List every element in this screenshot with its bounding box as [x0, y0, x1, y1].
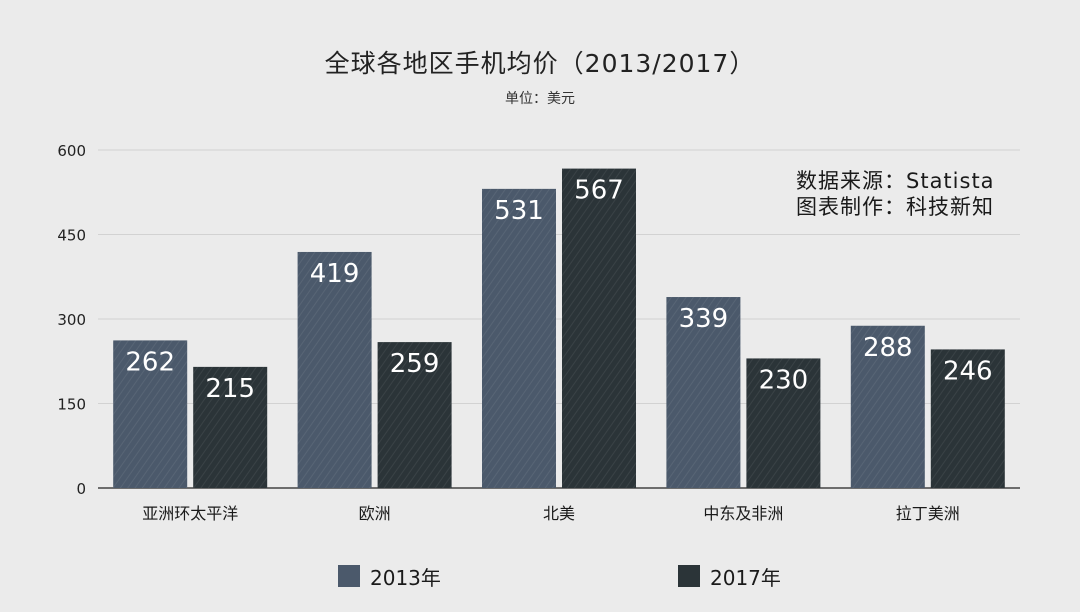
bar-value-label: 288 — [863, 333, 913, 363]
bar-texture — [562, 168, 636, 488]
y-tick-label: 450 — [57, 227, 86, 245]
bar-value-label: 419 — [310, 259, 360, 289]
bar-texture — [377, 342, 452, 488]
chart-title: 全球各地区手机均价（2013/2017） — [324, 49, 756, 78]
labels: 0 150 300 450 600 262 215 亚洲环太平洋 419 259 欧洲 531 567 北… — [57, 142, 992, 523]
x-category-label: 北美 — [543, 504, 575, 523]
bar-texture — [930, 349, 1005, 488]
source-note: 数据来源：Statista 图表制作：科技新知 — [796, 168, 995, 220]
x-category-label: 拉丁美洲 — [896, 504, 960, 523]
bar-value-label: 531 — [494, 196, 544, 226]
bar-texture — [482, 188, 556, 488]
x-category-label: 欧洲 — [359, 504, 391, 523]
source-line-maker: 图表制作：科技新知 — [796, 195, 994, 219]
bar-value-label: 246 — [943, 356, 993, 386]
legend-label-2013: 2013年 — [370, 565, 441, 590]
bar-texture — [666, 297, 741, 488]
source-line-data: 数据来源：Statista — [796, 169, 995, 193]
x-category-label: 中东及非洲 — [703, 504, 783, 523]
bars — [113, 168, 1005, 488]
bar-texture — [297, 251, 372, 488]
bar-value-label: 215 — [205, 374, 255, 404]
y-tick-label: 0 — [76, 480, 86, 498]
bar-value-label: 259 — [390, 349, 440, 379]
bar-texture — [746, 358, 821, 488]
y-tick-label: 150 — [57, 396, 86, 414]
legend-item-2017: 2017年 — [678, 562, 781, 590]
chart-subtitle: 单位：美元 — [505, 91, 575, 107]
y-tick-label: 600 — [57, 142, 86, 160]
bar-value-label: 339 — [679, 304, 729, 334]
legend-label-2017: 2017年 — [710, 565, 781, 590]
bar-value-label: 230 — [759, 365, 809, 395]
bar-texture — [113, 340, 188, 488]
y-tick-label: 300 — [57, 311, 86, 329]
bar-texture — [193, 366, 268, 488]
legend-item-2013: 2013年 — [338, 562, 441, 590]
bar-texture — [850, 325, 925, 488]
x-category-label: 亚洲环太平洋 — [142, 504, 238, 523]
bar-value-label: 567 — [574, 176, 624, 206]
legend-swatch-2017 — [678, 565, 700, 587]
legend-swatch-2013 — [338, 565, 360, 587]
bar-value-label: 262 — [125, 347, 175, 377]
